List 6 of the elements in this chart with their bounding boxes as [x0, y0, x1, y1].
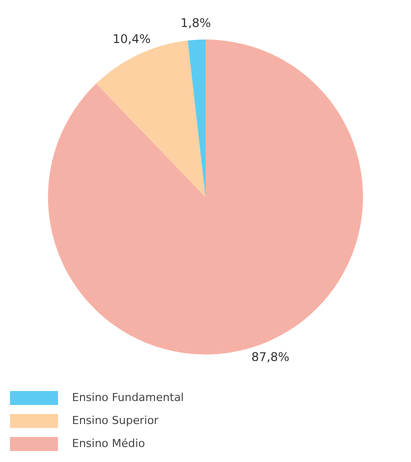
data-label: 1,8% — [180, 16, 211, 30]
data-label: 87,8% — [251, 350, 290, 364]
data-label: 10,4% — [112, 32, 151, 46]
legend-label: Ensino Superior — [72, 414, 158, 427]
legend-label: Ensino Fundamental — [72, 391, 184, 404]
legend-label: Ensino Médio — [72, 437, 145, 450]
